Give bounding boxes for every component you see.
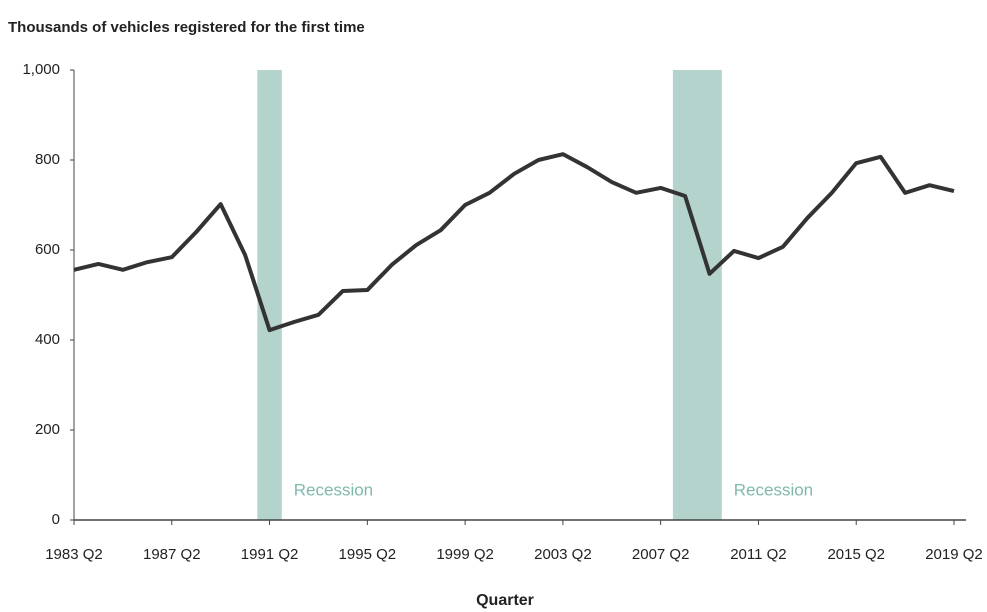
- series-line: [73, 152, 955, 333]
- x-tick-label: 1987 Q2: [143, 546, 201, 563]
- y-tick-label: 600: [35, 241, 60, 258]
- x-tick-label: 1995 Q2: [339, 546, 397, 563]
- x-axis-title: Quarter: [476, 592, 534, 609]
- x-tick-label: 1999 Q2: [436, 546, 494, 563]
- x-tick-label: 2007 Q2: [632, 546, 690, 563]
- x-tick-label: 2003 Q2: [534, 546, 592, 563]
- y-tick-label: 1,000: [22, 61, 60, 78]
- x-tick-label: 1983 Q2: [45, 546, 103, 563]
- y-tick-label: 200: [35, 421, 60, 438]
- recession-label: Recession: [734, 480, 813, 499]
- x-tick-label: 1991 Q2: [241, 546, 299, 563]
- recession-label: Recession: [294, 480, 373, 499]
- y-tick-label: 800: [35, 151, 60, 168]
- x-tick-label: 2011 Q2: [730, 546, 786, 563]
- y-tick-label: 400: [35, 331, 60, 348]
- recession-band: [672, 70, 722, 520]
- y-tick-label: 0: [52, 511, 60, 528]
- chart-title: Thousands of vehicles registered for the…: [8, 19, 365, 36]
- x-tick-label: 2019 Q2: [925, 546, 983, 563]
- recession-band: [257, 70, 282, 520]
- x-tick-label: 2015 Q2: [827, 546, 885, 563]
